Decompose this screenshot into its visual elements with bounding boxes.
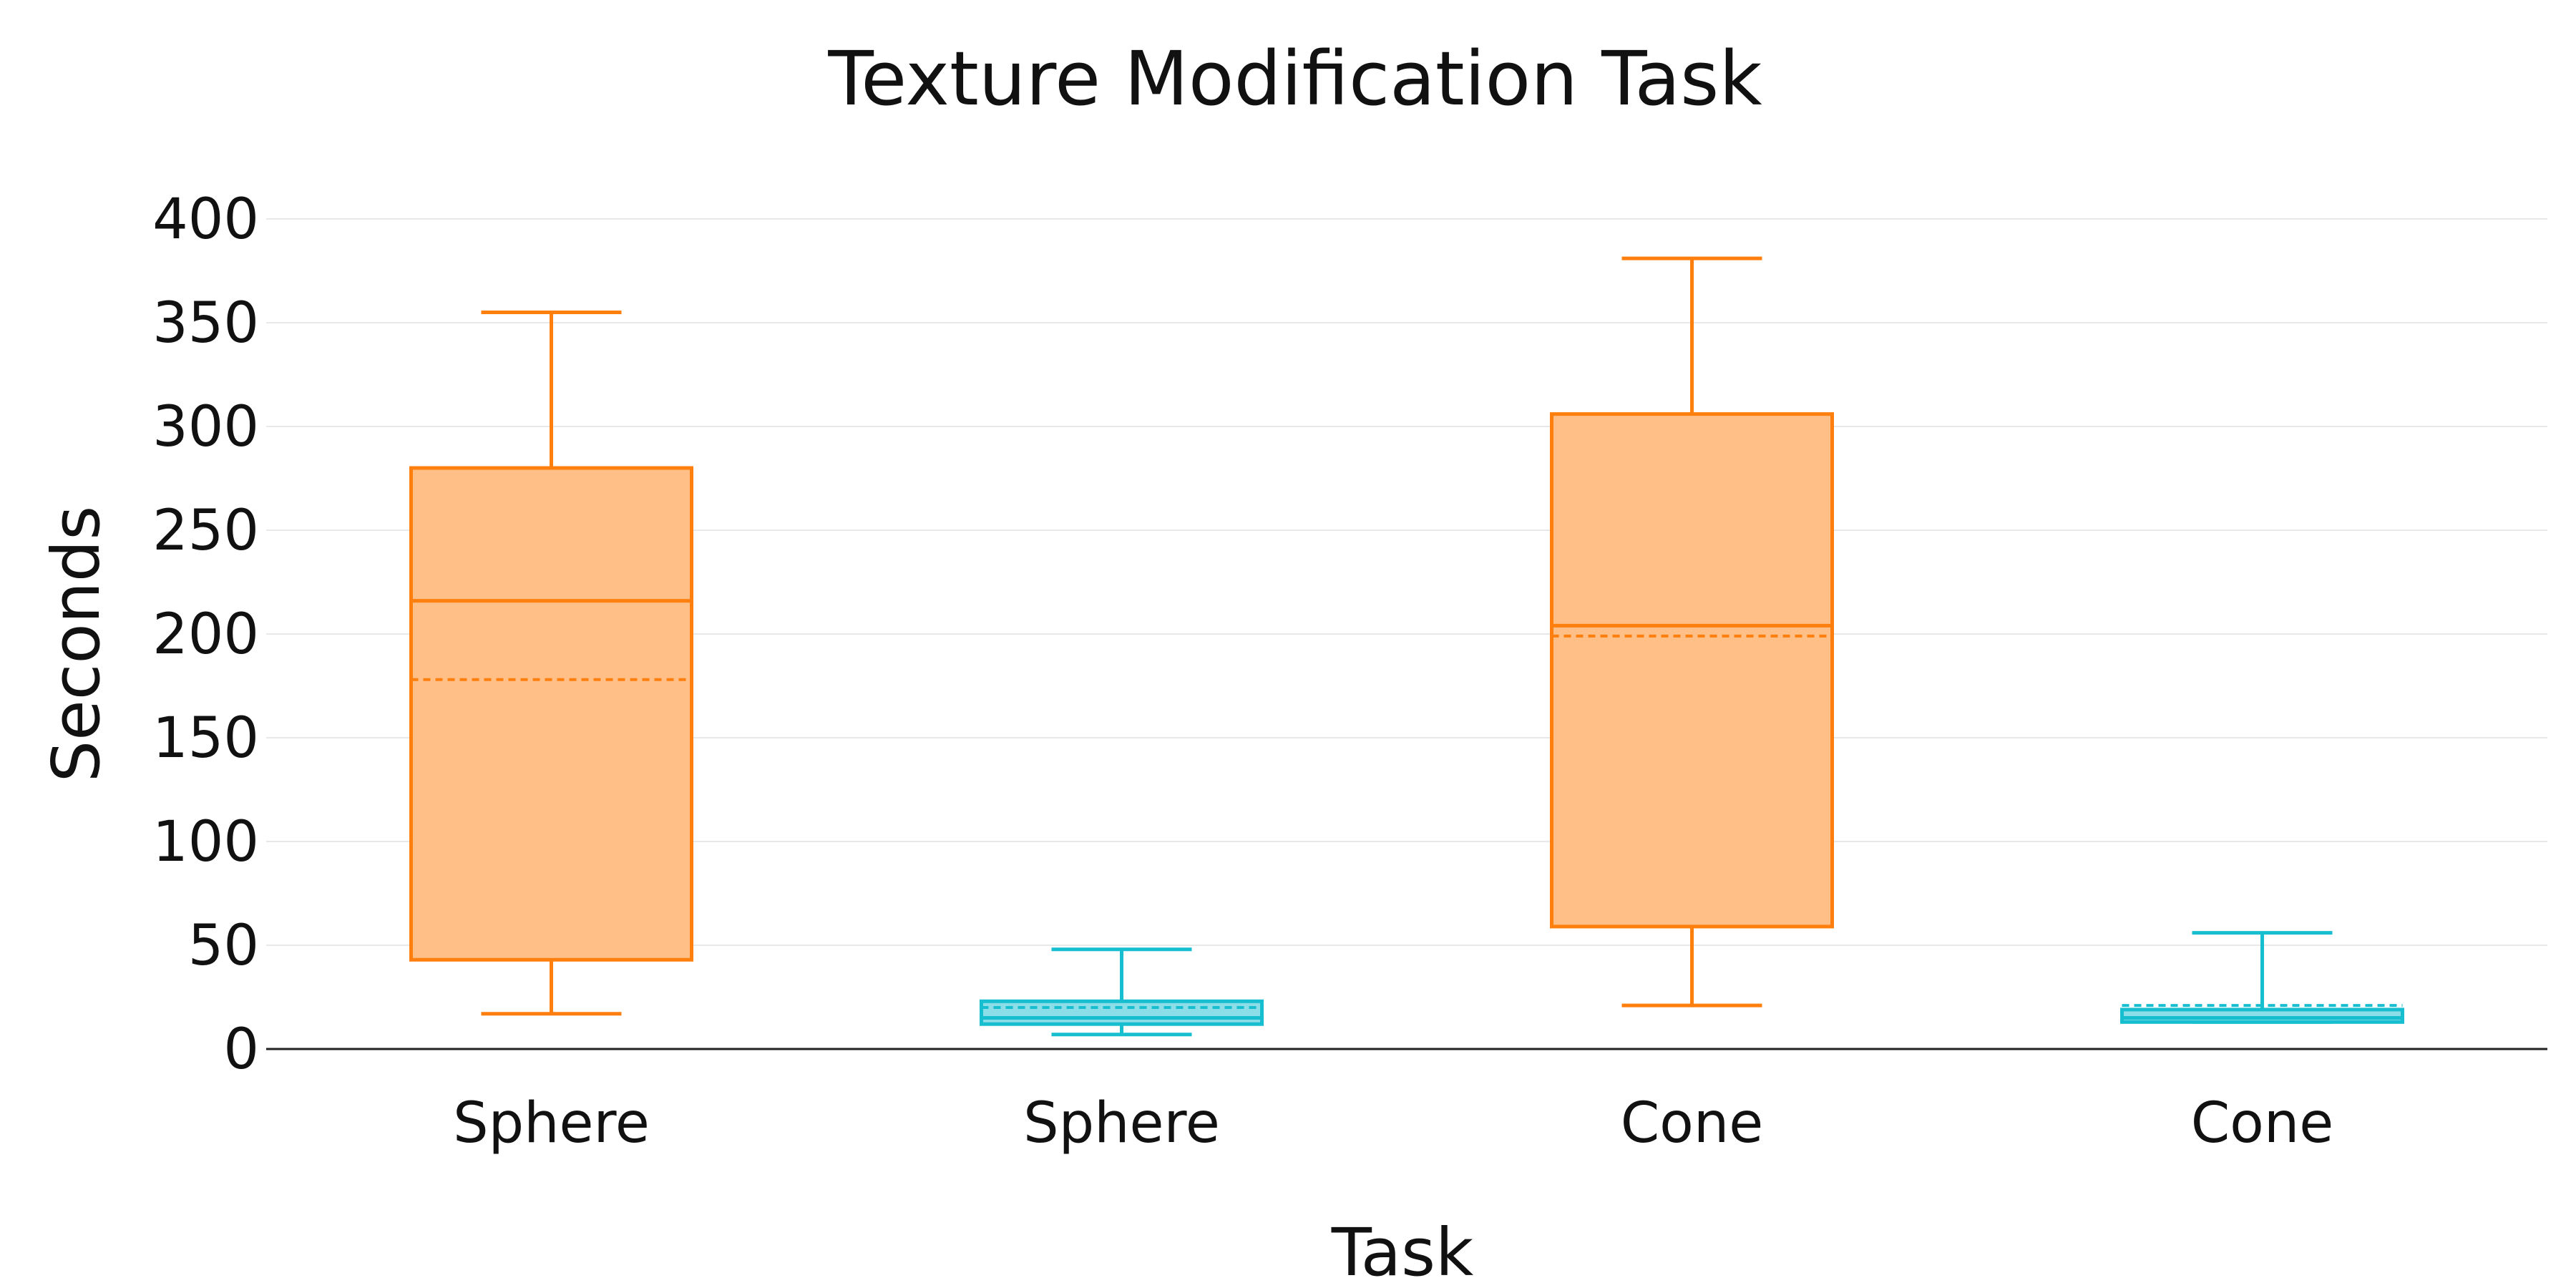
box-3 — [1550, 256, 1834, 1008]
y-tick-label: 200 — [152, 602, 259, 667]
y-tick-label: 50 — [188, 914, 259, 978]
y-tick-label: 400 — [152, 187, 259, 252]
boxes — [409, 256, 2404, 1037]
x-tick-label: Sphere — [1023, 1091, 1220, 1156]
y-tick-label: 350 — [152, 291, 259, 356]
x-axis-ticks: Sphere Sphere Cone Cone — [453, 1091, 2333, 1156]
x-tick-label: Cone — [2191, 1091, 2334, 1156]
box-4 — [2120, 931, 2404, 1024]
y-axis-ticks: 0 50 100 150 200 250 300 350 400 — [152, 187, 259, 1082]
y-tick-label: 0 — [223, 1018, 259, 1082]
y-tick-label: 150 — [152, 706, 259, 771]
chart-title: Texture Modification Task — [827, 35, 1762, 122]
iqr-box — [980, 999, 1264, 1026]
iqr-box — [409, 466, 693, 962]
x-tick-label: Cone — [1621, 1091, 1764, 1156]
x-tick-label: Sphere — [453, 1091, 650, 1156]
y-axis-title: Seconds — [38, 506, 114, 783]
box-1 — [409, 311, 693, 1016]
y-tick-label: 300 — [152, 395, 259, 459]
y-tick-label: 250 — [152, 499, 259, 563]
x-axis-title: Task — [1331, 1214, 1474, 1288]
iqr-box — [2120, 1008, 2404, 1024]
iqr-box — [1550, 412, 1834, 929]
box-2 — [980, 947, 1264, 1037]
y-tick-label: 100 — [152, 810, 259, 874]
